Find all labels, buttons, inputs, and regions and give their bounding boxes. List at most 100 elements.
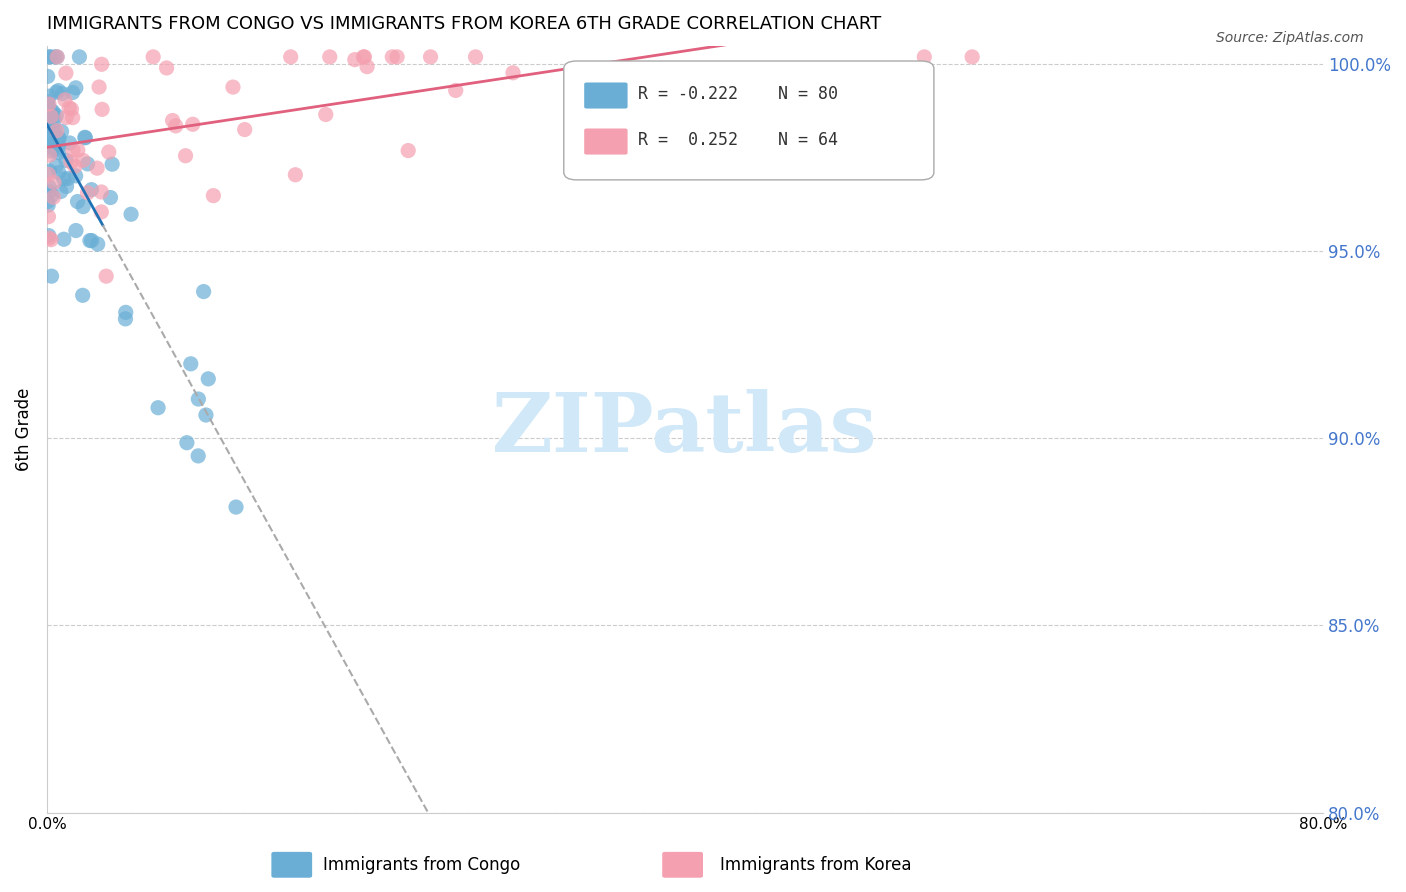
Immigrants from Korea (60, 102, 83, 116)
Immigrants from Korea (39, 110, 62, 124)
Immigrants from Korea (356, 60, 378, 74)
Immigrants from Korea (42, 190, 65, 204)
Text: R =  0.252    N = 64: R = 0.252 N = 64 (638, 131, 838, 149)
Immigrants from Korea (419, 50, 441, 64)
Immigrants from Korea (62, 111, 84, 125)
Immigrants from Congo (187, 449, 209, 463)
Immigrants from Congo (176, 435, 198, 450)
Immigrants from Congo (80, 234, 103, 248)
Immigrants from Korea (202, 188, 225, 202)
Immigrants from Korea (343, 53, 366, 67)
Immigrants from Congo (38, 164, 60, 178)
Immigrants from Congo (62, 86, 84, 100)
Immigrants from Congo (45, 85, 67, 99)
Immigrants from Korea (86, 161, 108, 176)
Immigrants from Korea (162, 113, 184, 128)
Immigrants from Congo (41, 131, 63, 145)
Immigrants from Congo (42, 106, 65, 120)
Immigrants from Korea (502, 66, 524, 80)
Immigrants from Congo (75, 130, 97, 145)
Immigrants from Congo (39, 140, 62, 154)
Immigrants from Congo (41, 188, 63, 202)
Immigrants from Korea (38, 97, 60, 112)
Y-axis label: 6th Grade: 6th Grade (15, 387, 32, 471)
Immigrants from Congo (38, 116, 60, 130)
Immigrants from Congo (38, 228, 60, 243)
Immigrants from Congo (45, 143, 67, 157)
Immigrants from Congo (37, 96, 59, 111)
FancyBboxPatch shape (583, 128, 627, 154)
Immigrants from Congo (38, 120, 60, 135)
Immigrants from Korea (37, 168, 59, 182)
Immigrants from Korea (353, 50, 375, 64)
Immigrants from Congo (66, 194, 89, 209)
Text: Source: ZipAtlas.com: Source: ZipAtlas.com (1216, 31, 1364, 45)
Immigrants from Congo (55, 179, 77, 194)
Immigrants from Korea (55, 111, 77, 125)
FancyBboxPatch shape (564, 61, 934, 180)
Immigrants from Korea (233, 122, 256, 136)
Immigrants from Korea (38, 231, 60, 245)
Immigrants from Congo (37, 70, 59, 84)
Immigrants from Congo (39, 134, 62, 148)
Immigrants from Korea (315, 107, 337, 121)
Immigrants from Congo (41, 269, 63, 284)
Immigrants from Congo (48, 132, 70, 146)
Immigrants from Congo (49, 185, 72, 199)
Immigrants from Korea (319, 50, 342, 64)
Immigrants from Korea (46, 50, 69, 64)
Immigrants from Korea (464, 50, 486, 64)
Text: Immigrants from Korea: Immigrants from Korea (720, 856, 911, 874)
Immigrants from Korea (385, 50, 408, 64)
Immigrants from Korea (55, 66, 77, 80)
Immigrants from Korea (87, 80, 110, 95)
Immigrants from Congo (79, 234, 101, 248)
Immigrants from Congo (39, 138, 62, 153)
Text: R = -0.222    N = 80: R = -0.222 N = 80 (638, 85, 838, 103)
Immigrants from Congo (44, 112, 66, 127)
Immigrants from Congo (38, 89, 60, 103)
Text: Immigrants from Congo: Immigrants from Congo (323, 856, 520, 874)
Immigrants from Korea (42, 176, 65, 190)
Immigrants from Congo (37, 198, 59, 212)
Immigrants from Korea (284, 168, 307, 182)
Immigrants from Congo (38, 50, 60, 64)
Immigrants from Congo (37, 110, 59, 124)
Immigrants from Congo (72, 288, 94, 302)
Immigrants from Korea (181, 117, 204, 131)
Immigrants from Korea (155, 61, 177, 75)
Immigrants from Congo (65, 80, 87, 95)
Immigrants from Congo (37, 95, 59, 109)
Immigrants from Korea (960, 50, 983, 64)
Immigrants from Congo (72, 200, 94, 214)
Immigrants from Congo (56, 171, 79, 186)
Immigrants from Korea (76, 186, 98, 200)
Immigrants from Congo (100, 190, 122, 204)
Immigrants from Congo (46, 84, 69, 98)
Immigrants from Congo (48, 145, 70, 160)
Immigrants from Korea (37, 210, 59, 224)
Text: IMMIGRANTS FROM CONGO VS IMMIGRANTS FROM KOREA 6TH GRADE CORRELATION CHART: IMMIGRANTS FROM CONGO VS IMMIGRANTS FROM… (46, 15, 882, 33)
Immigrants from Congo (225, 500, 247, 514)
Immigrants from Congo (38, 102, 60, 116)
Immigrants from Congo (45, 159, 67, 173)
Immigrants from Congo (101, 157, 124, 171)
Immigrants from Congo (44, 50, 66, 64)
Immigrants from Congo (48, 131, 70, 145)
Immigrants from Congo (197, 372, 219, 386)
Immigrants from Congo (194, 408, 217, 422)
Immigrants from Congo (41, 104, 63, 119)
Immigrants from Congo (52, 87, 75, 101)
Immigrants from Congo (52, 232, 75, 246)
Immigrants from Congo (48, 139, 70, 153)
Immigrants from Congo (38, 109, 60, 123)
Immigrants from Congo (67, 50, 90, 64)
Immigrants from Congo (48, 166, 70, 180)
Immigrants from Congo (120, 207, 142, 221)
Immigrants from Congo (37, 194, 59, 209)
Immigrants from Korea (59, 155, 82, 169)
Immigrants from Congo (187, 392, 209, 406)
Immigrants from Korea (165, 119, 187, 133)
Immigrants from Korea (396, 144, 419, 158)
Immigrants from Korea (66, 143, 89, 157)
